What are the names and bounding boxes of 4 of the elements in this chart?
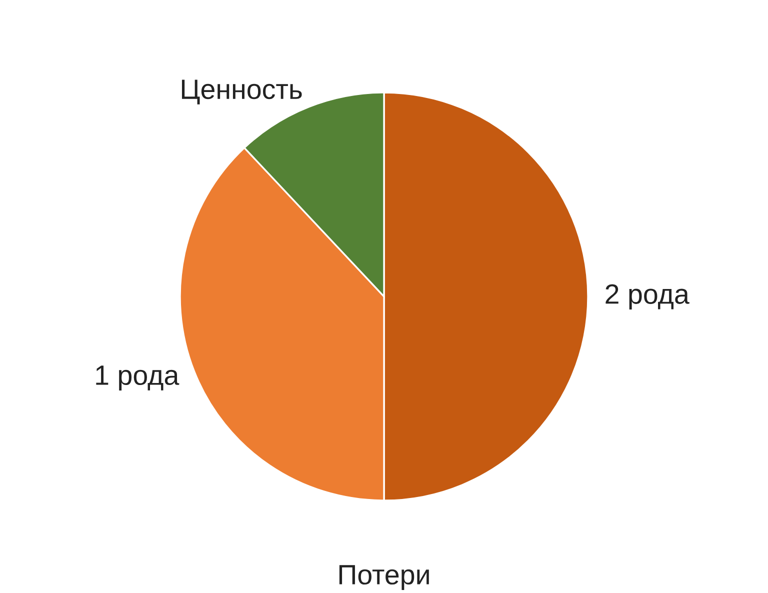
text: Потери [339,565,429,590]
slice-label: Ценность [182,80,302,104]
slice-label: 2 рода [606,284,690,310]
slice-label: 1 рода [96,366,180,391]
